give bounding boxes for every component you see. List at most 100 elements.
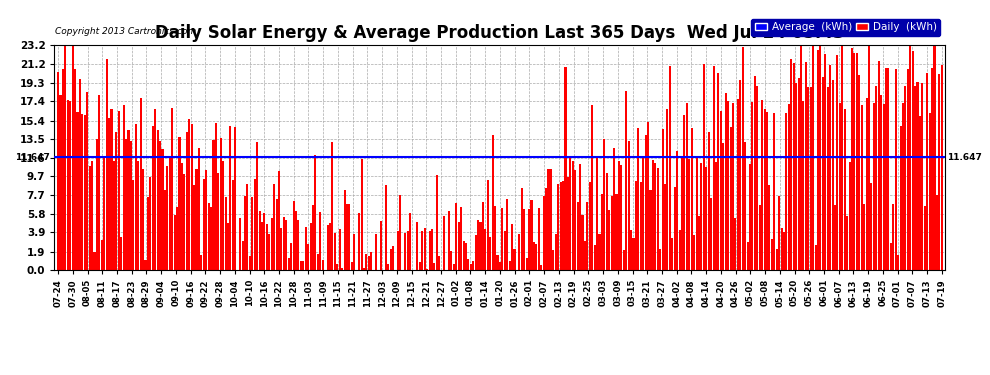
Bar xyxy=(538,208,540,270)
Bar xyxy=(81,114,83,270)
Bar xyxy=(661,129,663,270)
Bar xyxy=(457,222,459,270)
Bar xyxy=(305,227,307,270)
Bar xyxy=(691,128,693,270)
Bar xyxy=(676,151,678,270)
Bar xyxy=(147,197,148,270)
Bar xyxy=(71,42,73,270)
Bar xyxy=(633,238,635,270)
Bar xyxy=(829,65,832,270)
Bar xyxy=(746,242,748,270)
Bar xyxy=(727,101,730,270)
Bar xyxy=(572,161,574,270)
Bar xyxy=(839,103,841,270)
Bar xyxy=(790,58,792,270)
Bar xyxy=(523,209,526,270)
Bar xyxy=(638,128,640,270)
Bar xyxy=(57,72,59,270)
Bar xyxy=(385,185,387,270)
Bar xyxy=(651,159,654,270)
Bar xyxy=(897,255,899,270)
Bar xyxy=(868,42,870,270)
Bar xyxy=(895,69,897,270)
Bar xyxy=(519,234,521,270)
Bar xyxy=(848,162,850,270)
Bar xyxy=(499,262,501,270)
Text: Copyright 2013 Cartronics.com: Copyright 2013 Cartronics.com xyxy=(55,27,197,36)
Bar xyxy=(802,101,805,270)
Bar xyxy=(186,132,188,270)
Bar xyxy=(263,213,265,270)
Bar xyxy=(521,188,523,270)
Bar xyxy=(939,74,940,270)
Bar xyxy=(533,242,535,270)
Bar xyxy=(156,130,158,270)
Bar xyxy=(360,159,362,270)
Bar xyxy=(547,169,549,270)
Bar xyxy=(603,140,605,270)
Bar xyxy=(564,67,566,270)
Bar xyxy=(489,237,491,270)
Bar xyxy=(931,68,934,270)
Bar xyxy=(164,190,166,270)
Bar xyxy=(735,218,737,270)
Bar xyxy=(497,255,499,270)
Bar xyxy=(101,240,103,270)
Bar xyxy=(421,231,424,270)
Bar xyxy=(608,210,610,270)
Bar xyxy=(198,148,200,270)
Text: 11.647: 11.647 xyxy=(947,153,982,162)
Bar xyxy=(912,51,914,270)
Bar xyxy=(837,56,839,270)
Bar xyxy=(302,261,304,270)
Bar xyxy=(111,109,113,270)
Bar xyxy=(780,228,783,270)
Bar xyxy=(584,241,586,270)
Bar xyxy=(793,63,795,270)
Bar xyxy=(594,245,596,270)
Bar xyxy=(244,196,247,270)
Bar xyxy=(470,264,472,270)
Bar xyxy=(66,100,69,270)
Bar xyxy=(768,185,770,270)
Bar xyxy=(640,182,642,270)
Bar xyxy=(215,123,217,270)
Bar xyxy=(297,220,299,270)
Bar xyxy=(737,99,739,270)
Bar xyxy=(285,220,287,270)
Bar xyxy=(815,245,817,270)
Bar xyxy=(552,250,554,270)
Bar xyxy=(368,256,370,270)
Bar xyxy=(649,190,651,270)
Bar xyxy=(902,103,904,270)
Bar xyxy=(103,156,105,270)
Bar xyxy=(753,76,756,270)
Bar xyxy=(825,54,827,270)
Bar xyxy=(353,234,355,270)
Bar xyxy=(526,258,528,270)
Bar xyxy=(659,249,661,270)
Bar xyxy=(149,177,151,270)
Bar xyxy=(365,254,367,270)
Bar xyxy=(191,124,193,270)
Bar xyxy=(465,243,467,270)
Bar xyxy=(751,102,753,270)
Bar xyxy=(569,156,571,270)
Bar xyxy=(635,181,637,270)
Bar xyxy=(477,220,479,270)
Bar xyxy=(870,183,872,270)
Bar xyxy=(506,199,508,270)
Bar xyxy=(643,158,644,270)
Bar xyxy=(834,205,836,270)
Bar xyxy=(210,207,212,270)
Bar xyxy=(280,228,282,270)
Bar xyxy=(549,169,552,270)
Bar xyxy=(559,183,561,270)
Bar xyxy=(725,93,727,270)
Bar xyxy=(562,181,564,270)
Bar xyxy=(482,202,484,270)
Bar xyxy=(494,206,496,270)
Bar xyxy=(927,73,929,270)
Bar xyxy=(778,196,780,270)
Bar xyxy=(337,264,339,270)
